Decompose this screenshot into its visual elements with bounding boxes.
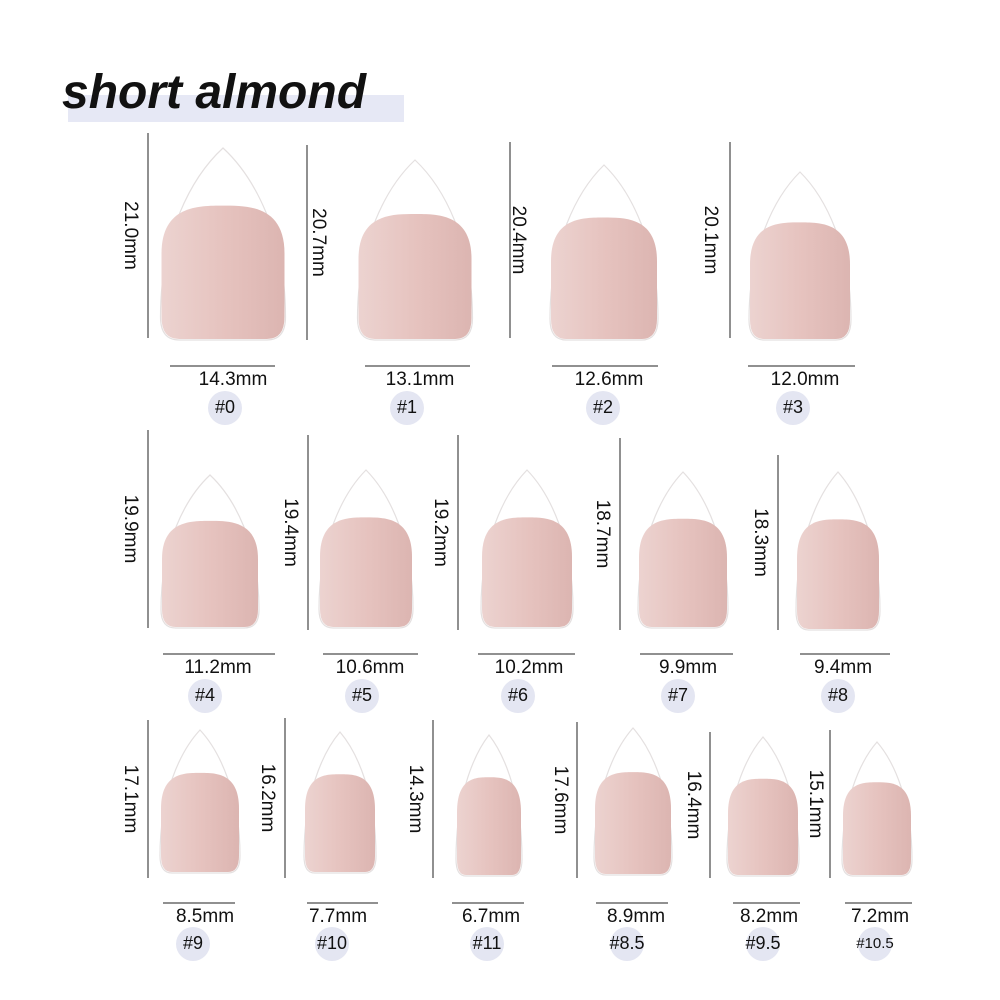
size-badge bbox=[208, 391, 242, 425]
size-badge bbox=[176, 927, 210, 961]
title-highlight bbox=[68, 95, 404, 122]
width-label: 8.9mm bbox=[607, 906, 665, 927]
size-badge bbox=[821, 679, 855, 713]
size-badge bbox=[661, 679, 695, 713]
length-label: 19.9mm bbox=[120, 495, 141, 564]
length-label: 18.7mm bbox=[592, 500, 613, 569]
size-badge bbox=[610, 927, 644, 961]
size-label: #7 bbox=[668, 685, 688, 705]
size-badge bbox=[776, 391, 810, 425]
size-label: #3 bbox=[783, 397, 803, 417]
size-badge bbox=[390, 391, 424, 425]
size-badge bbox=[501, 679, 535, 713]
nail-bed bbox=[728, 778, 798, 875]
size-label: #10 bbox=[317, 933, 347, 953]
nail-bed bbox=[750, 222, 850, 339]
length-label: 20.7mm bbox=[308, 208, 329, 277]
length-label: 19.4mm bbox=[280, 498, 301, 567]
length-label: 16.4mm bbox=[683, 771, 704, 840]
nail-bed bbox=[305, 774, 375, 872]
size-label: #8 bbox=[828, 685, 848, 705]
size-badge bbox=[345, 679, 379, 713]
length-label: 14.3mm bbox=[405, 765, 426, 834]
length-label: 17.1mm bbox=[120, 765, 141, 834]
size-label: #4 bbox=[195, 685, 215, 705]
nail-bed bbox=[551, 217, 657, 339]
size-label: #0 bbox=[215, 397, 235, 417]
width-label: 9.9mm bbox=[659, 657, 717, 678]
length-label: 16.2mm bbox=[257, 764, 278, 833]
length-label: 20.4mm bbox=[508, 206, 529, 275]
width-label: 12.6mm bbox=[575, 369, 644, 390]
size-label: #9.5 bbox=[745, 933, 780, 953]
nail-bed bbox=[161, 772, 239, 872]
nail-bed bbox=[843, 782, 911, 875]
nail-bed bbox=[639, 518, 727, 627]
width-label: 13.1mm bbox=[386, 369, 455, 390]
size-badge bbox=[315, 927, 349, 961]
nail-bed bbox=[320, 517, 412, 627]
nail-bed bbox=[457, 777, 521, 875]
width-label: 7.2mm bbox=[851, 906, 909, 927]
length-label: 18.3mm bbox=[750, 508, 771, 577]
width-label: 14.3mm bbox=[199, 369, 268, 390]
width-label: 7.7mm bbox=[309, 906, 367, 927]
width-label: 9.4mm bbox=[814, 657, 872, 678]
nail-bed bbox=[595, 772, 671, 874]
length-label: 21.0mm bbox=[120, 201, 141, 270]
nail-bed bbox=[797, 519, 879, 629]
length-label: 15.1mm bbox=[805, 770, 826, 839]
width-label: 10.2mm bbox=[495, 657, 564, 678]
width-label: 8.5mm bbox=[176, 906, 234, 927]
width-label: 6.7mm bbox=[462, 906, 520, 927]
nail-bed bbox=[482, 517, 572, 627]
width-label: 10.6mm bbox=[336, 657, 405, 678]
length-label: 17.6mm bbox=[550, 766, 571, 835]
size-label: #6 bbox=[508, 685, 528, 705]
size-badge bbox=[470, 927, 504, 961]
size-badge bbox=[586, 391, 620, 425]
nail-bed bbox=[161, 205, 285, 339]
size-label: #10.5 bbox=[856, 935, 894, 952]
size-label: #1 bbox=[397, 397, 417, 417]
width-label: 12.0mm bbox=[771, 369, 840, 390]
size-badge bbox=[188, 679, 222, 713]
size-label: #2 bbox=[593, 397, 613, 417]
size-badge bbox=[858, 927, 892, 961]
nail-bed bbox=[358, 214, 472, 339]
size-label: #11 bbox=[473, 933, 502, 953]
size-label: #9 bbox=[183, 933, 203, 953]
width-label: 11.2mm bbox=[184, 657, 251, 678]
length-label: 20.1mm bbox=[700, 206, 721, 275]
title: short almond bbox=[62, 66, 368, 119]
size-badge bbox=[746, 927, 780, 961]
length-label: 19.2mm bbox=[430, 498, 451, 567]
size-label: #8.5 bbox=[609, 933, 644, 953]
width-label: 8.2mm bbox=[740, 906, 798, 927]
size-label: #5 bbox=[352, 685, 372, 705]
nail-bed bbox=[162, 520, 258, 627]
